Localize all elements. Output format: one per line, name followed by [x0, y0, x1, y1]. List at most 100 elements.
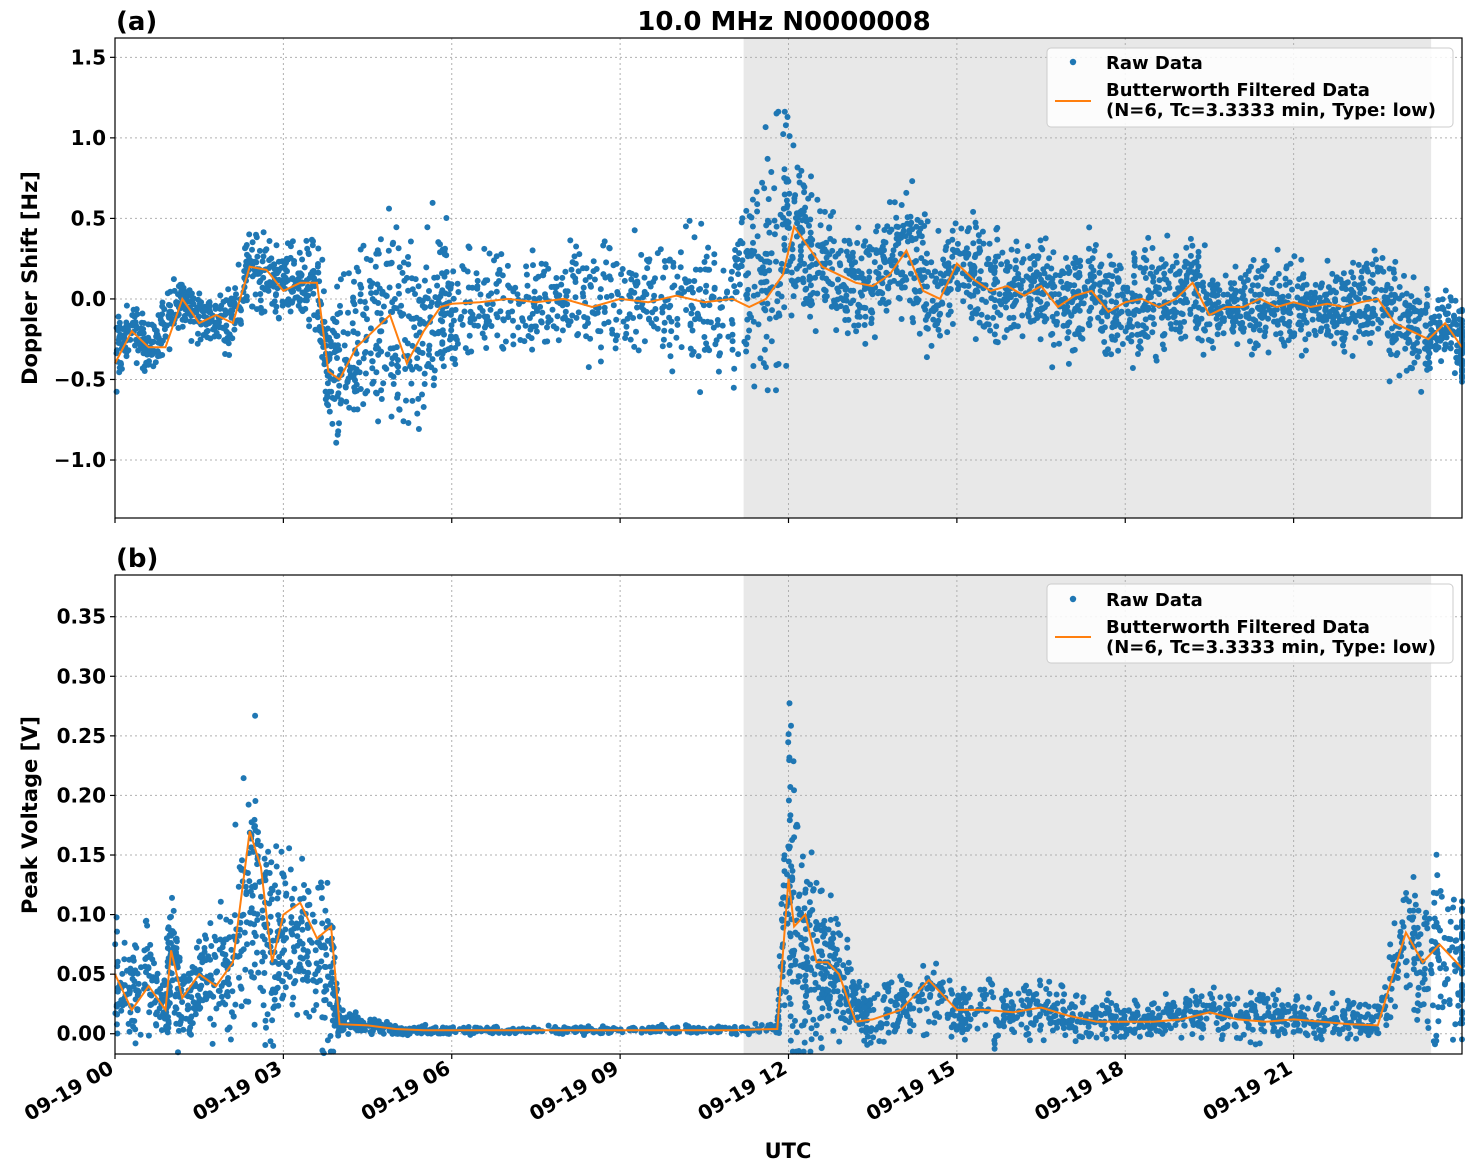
raw-data-point: [808, 1025, 815, 1032]
raw-data-point: [1442, 342, 1449, 349]
raw-data-point: [1013, 238, 1020, 245]
raw-data-point: [762, 307, 769, 314]
raw-data-point: [1322, 292, 1329, 299]
raw-data-point: [389, 299, 396, 306]
raw-data-point: [1098, 261, 1105, 268]
raw-data-point: [1297, 326, 1304, 333]
raw-data-point: [1195, 248, 1202, 255]
raw-data-point: [771, 217, 778, 224]
raw-data-point: [1193, 314, 1200, 321]
raw-data-point: [1194, 321, 1201, 328]
raw-data-point: [1316, 294, 1323, 301]
raw-data-point: [1411, 359, 1418, 366]
raw-data-point: [785, 731, 792, 738]
raw-data-point: [510, 288, 517, 295]
raw-data-point: [711, 251, 718, 258]
raw-data-point: [1134, 331, 1141, 338]
raw-data-point: [259, 958, 266, 965]
raw-data-point: [821, 246, 828, 253]
raw-data-point: [1348, 286, 1355, 293]
raw-data-point: [846, 270, 853, 277]
raw-data-point: [703, 282, 710, 289]
raw-data-point: [291, 885, 298, 892]
raw-data-point: [341, 342, 348, 349]
raw-data-point: [531, 295, 538, 302]
raw-data-point: [1302, 336, 1309, 343]
raw-data-point: [1300, 312, 1307, 319]
raw-data-point: [771, 185, 778, 192]
raw-data-point: [753, 188, 760, 195]
raw-data-point: [808, 849, 815, 856]
raw-data-point: [337, 366, 344, 373]
raw-data-point: [862, 340, 869, 347]
raw-data-point: [121, 939, 128, 946]
raw-data-point: [426, 351, 432, 358]
raw-data-point: [261, 936, 268, 943]
raw-data-point: [147, 951, 154, 958]
raw-data-point: [329, 327, 336, 334]
raw-data-point: [612, 345, 619, 352]
raw-data-point: [806, 964, 813, 971]
raw-data-point: [1436, 313, 1443, 320]
raw-data-point: [1409, 365, 1415, 372]
raw-data-point: [634, 304, 640, 311]
raw-data-point: [1187, 252, 1194, 259]
raw-data-point: [621, 277, 628, 284]
raw-data-point: [932, 268, 939, 275]
raw-data-point: [788, 269, 795, 276]
raw-data-point: [841, 1025, 848, 1032]
raw-data-point: [279, 995, 286, 1002]
raw-data-point: [1038, 312, 1045, 319]
raw-data-point: [185, 1002, 191, 1009]
raw-data-point: [237, 983, 244, 990]
raw-data-point: [351, 1016, 357, 1023]
raw-data-point: [682, 223, 689, 230]
raw-data-point: [340, 329, 347, 336]
raw-data-point: [677, 249, 684, 256]
raw-data-point: [405, 313, 412, 320]
raw-data-point: [1115, 347, 1122, 354]
raw-data-point: [1392, 306, 1399, 313]
raw-data-point: [1426, 365, 1433, 372]
raw-data-point: [173, 991, 180, 998]
raw-data-point: [282, 926, 289, 933]
raw-data-point: [494, 314, 501, 321]
raw-data-point: [583, 265, 590, 272]
panel-a-legend-raw-label: Raw Data: [1106, 53, 1203, 74]
raw-data-point: [774, 298, 781, 305]
raw-data-point: [1063, 255, 1069, 261]
raw-data-point: [818, 1014, 825, 1020]
raw-data-point: [354, 330, 361, 337]
raw-data-point: [808, 1036, 815, 1043]
raw-data-point: [532, 323, 539, 330]
raw-data-point: [803, 946, 810, 952]
raw-data-point: [801, 184, 808, 190]
raw-data-point: [850, 267, 857, 274]
raw-data-point: [249, 939, 256, 946]
raw-data-point: [120, 326, 127, 332]
raw-data-point: [409, 342, 416, 349]
raw-data-point: [825, 926, 832, 933]
raw-data-point: [171, 287, 178, 294]
raw-data-point: [438, 355, 445, 362]
raw-data-point: [1294, 283, 1301, 290]
raw-data-point: [1224, 291, 1231, 298]
raw-data-point: [768, 250, 775, 257]
raw-data-point: [325, 335, 332, 342]
raw-data-point: [773, 258, 779, 265]
raw-data-point: [1077, 263, 1084, 270]
raw-data-point: [749, 223, 756, 230]
raw-data-point: [788, 722, 794, 729]
raw-data-point: [263, 1024, 269, 1031]
raw-data-point: [225, 975, 232, 981]
raw-data-point: [135, 980, 142, 987]
raw-data-point: [213, 329, 220, 336]
raw-data-point: [1277, 294, 1283, 301]
raw-data-point: [393, 305, 400, 312]
raw-data-point: [993, 226, 1000, 233]
raw-data-point: [1076, 272, 1083, 279]
raw-data-point: [861, 322, 868, 328]
raw-data-point: [1072, 331, 1079, 338]
raw-data-point: [367, 325, 374, 332]
raw-data-point: [319, 920, 326, 927]
